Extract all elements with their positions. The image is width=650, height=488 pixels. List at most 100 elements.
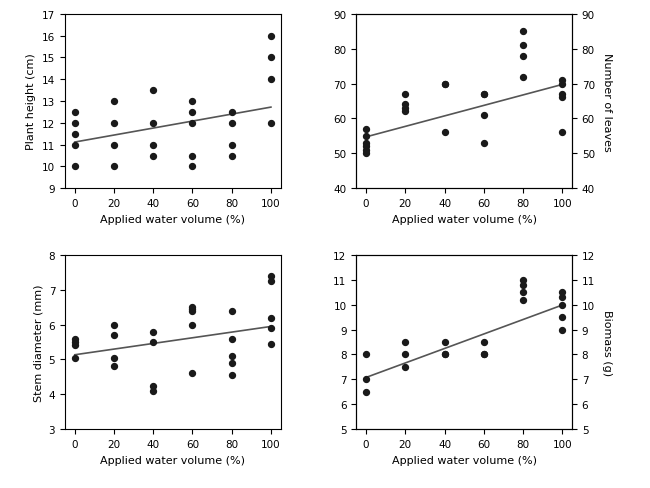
Point [439, 338, 450, 346]
Point [226, 307, 237, 315]
Point [187, 307, 198, 315]
Point [361, 455, 371, 463]
Point [400, 102, 411, 109]
Point [148, 120, 159, 127]
X-axis label: Applied water volume (%): Applied water volume (%) [100, 455, 245, 465]
Point [400, 91, 411, 99]
Point [70, 338, 80, 346]
Point [478, 91, 489, 99]
Point [557, 91, 567, 99]
Point [361, 351, 371, 359]
Point [518, 288, 528, 296]
Point [266, 314, 276, 322]
Point [109, 363, 119, 370]
Point [361, 143, 371, 151]
Point [557, 81, 567, 88]
Point [439, 351, 450, 359]
Point [148, 87, 159, 95]
Point [187, 120, 198, 127]
Point [148, 338, 159, 346]
Point [478, 112, 489, 120]
Point [187, 163, 198, 171]
Point [226, 109, 237, 117]
Point [187, 98, 198, 106]
Point [266, 33, 276, 41]
Point [70, 120, 80, 127]
Point [187, 304, 198, 311]
Point [266, 325, 276, 332]
Point [109, 163, 119, 171]
Point [439, 129, 450, 137]
Point [518, 28, 528, 36]
Point [70, 142, 80, 149]
Point [557, 129, 567, 137]
Point [400, 363, 411, 371]
Point [187, 370, 198, 378]
Point [439, 81, 450, 88]
Point [518, 281, 528, 289]
Point [226, 352, 237, 360]
Point [187, 109, 198, 117]
Point [478, 351, 489, 359]
Point [226, 120, 237, 127]
Point [361, 388, 371, 396]
X-axis label: Applied water volume (%): Applied water volume (%) [392, 214, 537, 224]
Point [226, 152, 237, 160]
Point [226, 142, 237, 149]
Point [70, 131, 80, 139]
Point [70, 354, 80, 362]
Point [557, 301, 567, 309]
Point [266, 120, 276, 127]
Y-axis label: Biomass (g): Biomass (g) [602, 309, 612, 375]
Point [361, 376, 371, 384]
Point [187, 305, 198, 313]
Point [266, 272, 276, 280]
Point [187, 321, 198, 329]
Y-axis label: Number of leaves: Number of leaves [601, 53, 612, 151]
Point [400, 105, 411, 113]
Point [226, 359, 237, 367]
Point [518, 42, 528, 50]
Point [361, 147, 371, 155]
Point [361, 133, 371, 141]
Point [518, 296, 528, 304]
Point [148, 328, 159, 336]
Point [148, 382, 159, 390]
Point [361, 140, 371, 147]
Point [266, 76, 276, 84]
Point [109, 142, 119, 149]
Point [478, 91, 489, 99]
Point [518, 276, 528, 284]
Point [109, 98, 119, 106]
Point [361, 150, 371, 158]
Point [70, 163, 80, 171]
Point [400, 108, 411, 116]
Point [439, 351, 450, 359]
Point [109, 331, 119, 339]
Point [557, 326, 567, 334]
Point [109, 321, 119, 329]
Point [361, 126, 371, 134]
Point [70, 342, 80, 350]
Point [109, 120, 119, 127]
Point [266, 277, 276, 285]
Point [400, 351, 411, 359]
Point [518, 53, 528, 61]
Point [400, 338, 411, 346]
Point [400, 430, 411, 438]
Y-axis label: Stem diameter (mm): Stem diameter (mm) [33, 284, 43, 401]
Point [266, 340, 276, 348]
Point [478, 351, 489, 359]
Point [439, 81, 450, 88]
Point [478, 140, 489, 147]
Point [226, 335, 237, 343]
Point [148, 142, 159, 149]
X-axis label: Applied water volume (%): Applied water volume (%) [100, 214, 245, 224]
X-axis label: Applied water volume (%): Applied water volume (%) [392, 455, 537, 465]
Point [478, 338, 489, 346]
Point [226, 371, 237, 379]
Point [148, 387, 159, 395]
Point [148, 152, 159, 160]
Point [557, 313, 567, 321]
Point [109, 354, 119, 362]
